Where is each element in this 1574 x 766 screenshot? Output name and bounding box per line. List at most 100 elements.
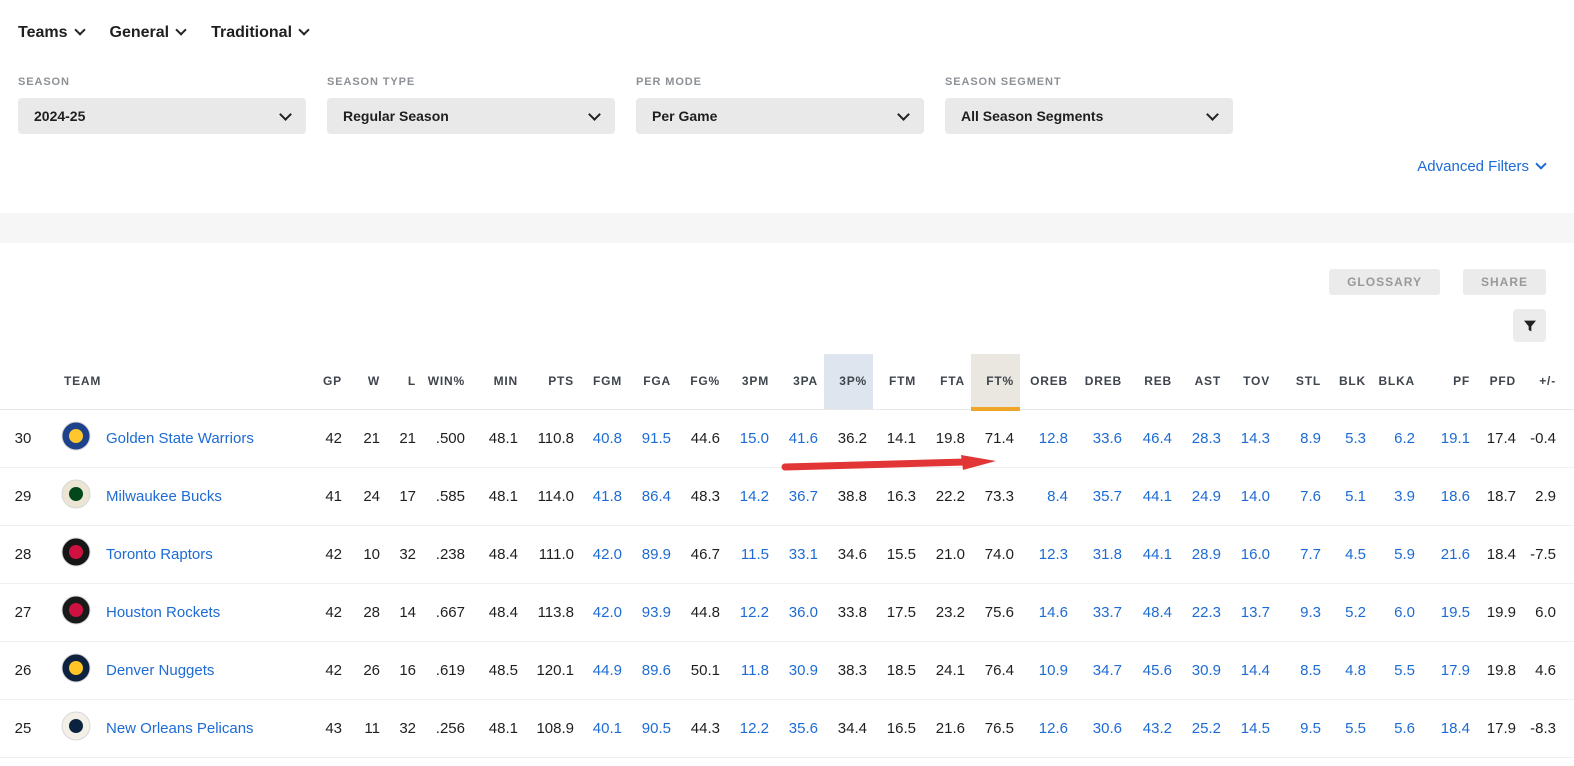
stat-link-ast[interactable]: 24.9 — [1191, 487, 1221, 505]
season-segment-select[interactable]: All Season Segments — [945, 98, 1233, 134]
stat-link-tov[interactable]: 16.0 — [1240, 545, 1270, 563]
column-header-oreb[interactable]: OREB — [1020, 354, 1074, 410]
stat-link-blka[interactable]: 5.6 — [1394, 719, 1415, 737]
team-logo-cell[interactable] — [46, 525, 106, 584]
nuggets-logo[interactable] — [61, 653, 91, 683]
stat-link-oreb[interactable]: 12.6 — [1038, 719, 1068, 737]
stat-link-fga[interactable]: 91.5 — [641, 429, 671, 447]
stat-link-blk[interactable]: 5.2 — [1345, 603, 1366, 621]
stat-link-dreb[interactable]: 33.6 — [1092, 429, 1122, 447]
stat-link-tov[interactable]: 14.3 — [1240, 429, 1270, 447]
nav-teams[interactable]: Teams — [18, 24, 86, 42]
stat-link-3pm[interactable]: 15.0 — [739, 429, 769, 447]
column-header-tov[interactable]: TOV — [1227, 354, 1276, 410]
bucks-logo[interactable] — [61, 479, 91, 509]
column-header-3pa[interactable]: 3PA — [775, 354, 824, 410]
stat-link-blk[interactable]: 5.1 — [1345, 487, 1366, 505]
stat-link-oreb[interactable]: 10.9 — [1038, 661, 1068, 679]
stat-link-ast[interactable]: 30.9 — [1191, 661, 1221, 679]
stat-link-stl[interactable]: 7.6 — [1300, 487, 1321, 505]
warriors-logo[interactable] — [61, 421, 91, 451]
team-logo-cell[interactable] — [46, 641, 106, 700]
column-header-reb[interactable]: REB — [1128, 354, 1178, 410]
stat-link-blk[interactable]: 5.5 — [1345, 719, 1366, 737]
table-filter-button[interactable] — [1513, 309, 1546, 342]
column-header-ast[interactable]: AST — [1178, 354, 1227, 410]
stat-link-stl[interactable]: 7.7 — [1300, 545, 1321, 563]
team-name-link[interactable]: New Orleans Pelicans — [106, 719, 254, 737]
stat-link-tov[interactable]: 14.4 — [1240, 661, 1270, 679]
team-name-link[interactable]: Toronto Raptors — [106, 545, 213, 563]
stat-link-reb[interactable]: 44.1 — [1142, 545, 1172, 563]
team-name-link[interactable]: Golden State Warriors — [106, 429, 254, 447]
stat-link-ast[interactable]: 22.3 — [1191, 603, 1221, 621]
raptors-logo[interactable] — [61, 537, 91, 567]
stat-link-stl[interactable]: 9.5 — [1300, 719, 1321, 737]
stat-link-tov[interactable]: 14.5 — [1240, 719, 1270, 737]
column-header-pts[interactable]: PTS — [524, 354, 580, 410]
team-logo-cell[interactable] — [46, 467, 106, 526]
stat-link-fgm[interactable]: 42.0 — [592, 603, 622, 621]
stat-link-dreb[interactable]: 34.7 — [1092, 661, 1122, 679]
stat-link-stl[interactable]: 8.9 — [1300, 429, 1321, 447]
stat-link-ast[interactable]: 28.9 — [1191, 545, 1221, 563]
stat-link-3pa[interactable]: 36.0 — [788, 603, 818, 621]
season-type-select[interactable]: Regular Season — [327, 98, 615, 134]
stat-link-reb[interactable]: 48.4 — [1142, 603, 1172, 621]
stat-link-pf[interactable]: 17.9 — [1440, 661, 1470, 679]
team-name-link[interactable]: Denver Nuggets — [106, 661, 215, 679]
column-header-ftm[interactable]: FTM — [873, 354, 922, 410]
share-button[interactable]: SHARE — [1462, 269, 1546, 295]
nav-general[interactable]: General — [110, 24, 187, 42]
column-header-winpct[interactable]: WIN% — [422, 354, 471, 410]
stat-link-fga[interactable]: 89.9 — [641, 545, 671, 563]
stat-link-fgm[interactable]: 40.1 — [592, 719, 622, 737]
stat-link-tov[interactable]: 14.0 — [1240, 487, 1270, 505]
stat-link-reb[interactable]: 43.2 — [1142, 719, 1172, 737]
stat-link-fgm[interactable]: 44.9 — [592, 661, 622, 679]
stat-link-fga[interactable]: 93.9 — [641, 603, 671, 621]
stat-link-fga[interactable]: 89.6 — [641, 661, 671, 679]
stat-link-3pa[interactable]: 30.9 — [788, 661, 818, 679]
stat-link-tov[interactable]: 13.7 — [1240, 603, 1270, 621]
stat-link-blka[interactable]: 6.0 — [1394, 603, 1415, 621]
column-header-dreb[interactable]: DREB — [1074, 354, 1128, 410]
stat-link-oreb[interactable]: 8.4 — [1047, 487, 1068, 505]
stat-link-fgm[interactable]: 40.8 — [592, 429, 622, 447]
stat-link-dreb[interactable]: 31.8 — [1092, 545, 1122, 563]
stat-link-blk[interactable]: 4.5 — [1345, 545, 1366, 563]
stat-link-3pm[interactable]: 12.2 — [739, 603, 769, 621]
stat-link-reb[interactable]: 45.6 — [1142, 661, 1172, 679]
column-header-fga[interactable]: FGA — [628, 354, 677, 410]
column-header-w[interactable]: W — [348, 354, 386, 410]
column-header-gp[interactable]: GP — [304, 354, 348, 410]
stat-link-oreb[interactable]: 12.3 — [1038, 545, 1068, 563]
column-header-team[interactable]: TEAM — [0, 354, 304, 410]
per-mode-select[interactable]: Per Game — [636, 98, 924, 134]
column-header-fgpct[interactable]: FG% — [677, 354, 726, 410]
stat-link-pf[interactable]: 18.4 — [1440, 719, 1470, 737]
stat-link-3pm[interactable]: 12.2 — [739, 719, 769, 737]
stat-link-reb[interactable]: 46.4 — [1142, 429, 1172, 447]
column-header-ftpct[interactable]: FT% — [971, 354, 1020, 411]
column-header-plusminus[interactable]: +/- — [1522, 354, 1574, 410]
stat-link-blk[interactable]: 5.3 — [1345, 429, 1366, 447]
stat-link-pf[interactable]: 19.1 — [1440, 429, 1470, 447]
column-header-l[interactable]: L — [386, 354, 422, 410]
stat-link-3pa[interactable]: 41.6 — [788, 429, 818, 447]
advanced-filters-link[interactable]: Advanced Filters — [1417, 158, 1547, 175]
column-header-fgm[interactable]: FGM — [580, 354, 628, 410]
stat-link-stl[interactable]: 8.5 — [1300, 661, 1321, 679]
stat-link-3pm[interactable]: 14.2 — [739, 487, 769, 505]
stat-link-fga[interactable]: 86.4 — [641, 487, 671, 505]
season-select[interactable]: 2024-25 — [18, 98, 306, 134]
stat-link-pf[interactable]: 21.6 — [1440, 545, 1470, 563]
team-name-link[interactable]: Houston Rockets — [106, 603, 221, 621]
stat-link-ast[interactable]: 28.3 — [1191, 429, 1221, 447]
team-logo-cell[interactable] — [46, 699, 106, 758]
stat-link-3pa[interactable]: 36.7 — [788, 487, 818, 505]
stat-link-pf[interactable]: 19.5 — [1440, 603, 1470, 621]
stat-link-3pa[interactable]: 35.6 — [788, 719, 818, 737]
stat-link-reb[interactable]: 44.1 — [1142, 487, 1172, 505]
stat-link-3pm[interactable]: 11.5 — [740, 545, 769, 563]
